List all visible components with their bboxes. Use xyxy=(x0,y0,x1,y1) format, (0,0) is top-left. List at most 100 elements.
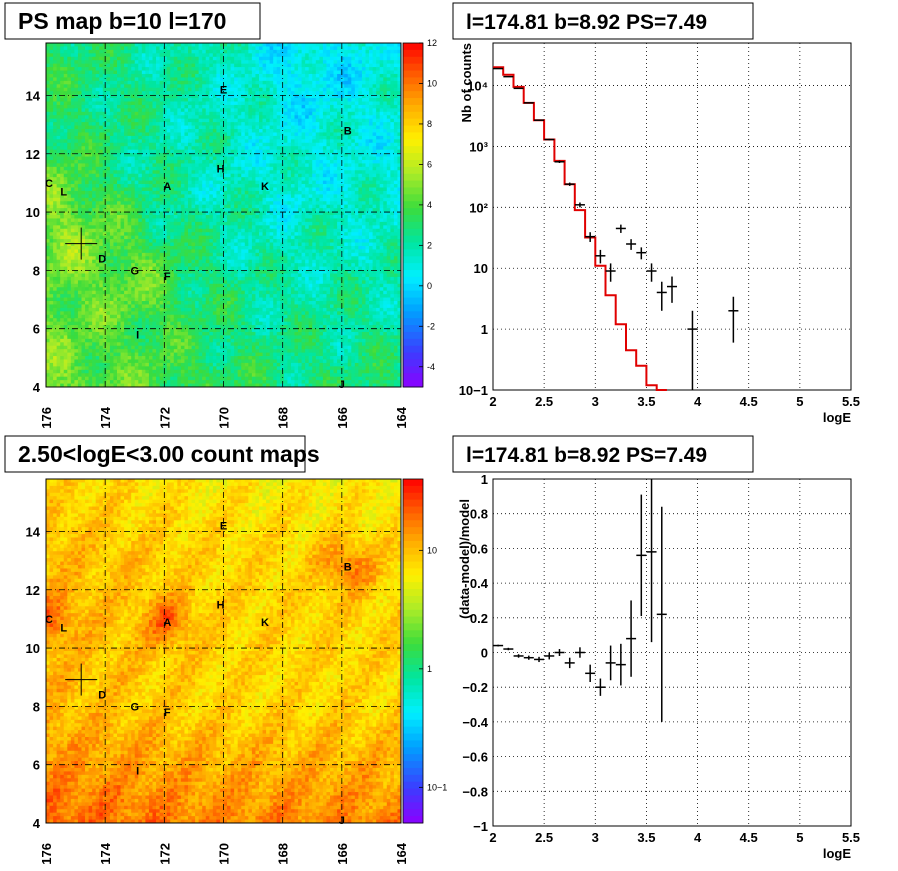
heatmap-cell xyxy=(77,190,82,195)
heatmap-cell xyxy=(99,70,104,75)
heatmap-cell xyxy=(120,325,125,329)
heatmap-cell xyxy=(180,190,185,195)
heatmap-cell xyxy=(145,290,150,295)
heatmap-cell xyxy=(70,280,75,285)
heatmap-cell xyxy=(216,135,221,140)
heatmap-cell xyxy=(145,373,150,378)
heatmap-cell xyxy=(46,294,50,298)
heatmap-cell xyxy=(159,132,164,137)
heatmap-cell xyxy=(88,338,93,343)
heatmap-cell xyxy=(77,153,82,157)
heatmap-cell xyxy=(117,94,121,99)
heatmap-cell xyxy=(156,91,160,95)
heatmap-cell xyxy=(88,194,93,199)
heatmap-cell xyxy=(92,290,97,295)
heatmap-cell xyxy=(184,297,189,302)
heatmap-cell xyxy=(127,56,132,61)
heatmap-cell xyxy=(46,70,50,75)
heatmap-cell xyxy=(49,232,54,237)
heatmap-cell xyxy=(92,170,97,175)
heatmap-cell xyxy=(117,163,121,168)
heatmap-cell xyxy=(127,46,132,51)
heatmap-cell xyxy=(170,94,175,99)
heatmap-cell xyxy=(124,197,129,202)
heatmap-cell xyxy=(205,373,210,378)
heatmap-cell xyxy=(188,173,192,178)
heatmap-cell xyxy=(56,80,61,85)
heatmap-cell xyxy=(70,287,75,292)
heatmap-cell xyxy=(163,218,168,223)
heatmap-cell xyxy=(131,345,136,350)
heatmap-cell xyxy=(159,125,164,130)
heatmap-cell xyxy=(141,335,146,340)
heatmap-cell xyxy=(60,98,65,102)
heatmap-cell xyxy=(180,201,185,206)
heatmap-cell xyxy=(117,280,121,285)
heatmap-cell xyxy=(141,73,146,78)
heatmap-cell xyxy=(88,60,93,65)
heatmap-cell xyxy=(219,328,224,333)
heatmap-cell xyxy=(70,273,75,278)
heatmap-cell xyxy=(184,184,189,188)
heatmap-cell xyxy=(138,215,143,219)
heatmap-cell xyxy=(113,73,118,78)
heatmap-cell xyxy=(166,331,171,336)
heatmap-cell xyxy=(134,211,139,216)
heatmap-cell xyxy=(124,256,129,261)
heatmap-cell xyxy=(163,197,168,202)
heatmap-cell xyxy=(85,225,89,230)
heatmap-cell xyxy=(166,142,171,147)
heatmap-cell xyxy=(163,43,168,47)
heatmap-cell xyxy=(170,204,175,209)
heatmap-cell xyxy=(134,338,139,343)
heatmap-cell xyxy=(188,166,192,171)
heatmap-cell xyxy=(148,177,153,181)
heatmap-cell xyxy=(138,177,143,181)
heatmap-cell xyxy=(156,187,160,192)
heatmap-cell xyxy=(134,125,139,130)
heatmap-cell xyxy=(159,349,164,353)
heatmap-cell xyxy=(173,104,178,109)
heatmap-cell xyxy=(117,270,121,274)
heatmap-cell xyxy=(46,153,50,157)
heatmap-cell xyxy=(88,273,93,278)
heatmap-cell xyxy=(180,84,185,89)
heatmap-cell xyxy=(159,259,164,264)
heatmap-cell xyxy=(77,80,82,85)
heatmap-cell xyxy=(127,338,132,343)
heatmap-cell xyxy=(163,70,168,75)
heatmap-cell xyxy=(127,73,132,78)
heatmap-cell xyxy=(49,70,54,75)
heatmap-cell xyxy=(145,149,150,154)
heatmap-cell xyxy=(95,84,100,89)
heatmap-cell xyxy=(180,197,185,202)
heatmap-cell xyxy=(85,301,89,305)
heatmap-cell xyxy=(205,283,210,288)
heatmap-cell xyxy=(131,325,136,329)
heatmap-cell xyxy=(156,180,160,185)
heatmap-cell xyxy=(184,111,189,116)
heatmap-cell xyxy=(127,208,132,212)
heatmap-cell xyxy=(191,335,196,340)
heatmap-cell xyxy=(131,104,136,109)
heatmap-cell xyxy=(92,104,97,109)
heatmap-cell xyxy=(99,101,104,106)
heatmap-cell xyxy=(113,132,118,137)
heatmap-cell xyxy=(219,108,224,113)
heatmap-cell xyxy=(77,125,82,130)
heatmap-cell xyxy=(188,366,192,371)
heatmap-cell xyxy=(188,352,192,357)
heatmap-cell xyxy=(102,139,107,144)
heatmap-cell xyxy=(209,60,214,65)
heatmap-cell xyxy=(109,87,114,92)
heatmap-cell xyxy=(156,101,160,106)
heatmap-cell xyxy=(53,311,58,316)
heatmap-cell xyxy=(209,215,214,219)
heatmap-cell xyxy=(209,307,214,312)
heatmap-cell xyxy=(212,276,217,281)
heatmap-cell xyxy=(219,184,224,188)
heatmap-cell xyxy=(70,297,75,302)
heatmap-cell xyxy=(109,49,114,54)
heatmap-cell xyxy=(70,362,75,367)
heatmap-cell xyxy=(70,108,75,113)
